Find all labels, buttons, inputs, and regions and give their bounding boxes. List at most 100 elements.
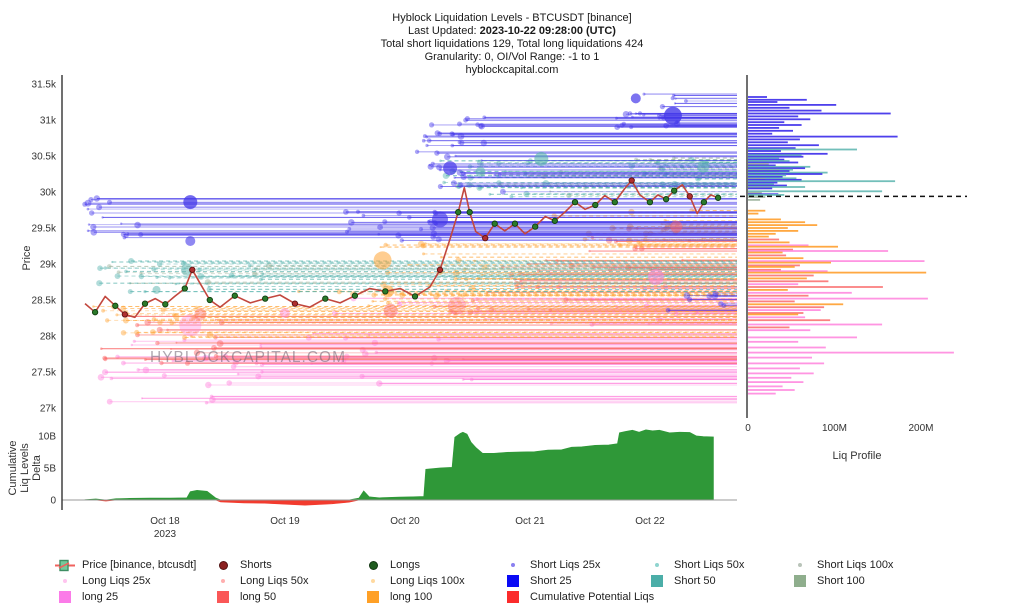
liq-bubble (179, 314, 202, 337)
square-swatch-icon (367, 591, 379, 603)
liq-profile-bar (748, 138, 800, 141)
legend-item-price-binance-btcusdt[interactable]: Price [binance, btcusdt] (55, 557, 213, 573)
liq-line-origin-dot (655, 160, 661, 166)
liq-line-origin-dot (355, 209, 361, 214)
liq-line-origin-dot (379, 246, 382, 249)
liq-line-origin-dot (155, 275, 159, 279)
liq-line-origin-dot (150, 329, 156, 335)
liq-line-origin-dot (206, 286, 212, 292)
liq-line-origin-dot (423, 242, 427, 246)
liq-line-origin-dot (456, 183, 462, 189)
short-marker (121, 311, 128, 318)
legend-item-cumulative-potential-liqs[interactable]: Cumulative Potential Liqs (503, 589, 654, 605)
liq-line-origin-dot (123, 232, 129, 238)
legend-item-short-100[interactable]: Short 100 (790, 573, 1015, 589)
chart-title: Hyblock Liquidation Levels - BTCUSDT [bi… (392, 12, 632, 24)
legend-item-long-100[interactable]: long 100 (363, 589, 503, 605)
short-marker (482, 234, 489, 242)
liq-line-origin-dot (109, 376, 114, 381)
long-marker (646, 198, 654, 206)
liq-line-origin-dot (434, 130, 441, 136)
liq-profile-bar (748, 104, 837, 106)
legend-item-long-50[interactable]: long 50 (213, 589, 363, 605)
legend-item-short-25[interactable]: Short 25 (503, 573, 647, 589)
legend-item-shorts[interactable]: Shorts (213, 557, 363, 573)
liq-bubble (443, 161, 458, 176)
long-marker (231, 292, 238, 299)
liq-line-origin-dot (488, 192, 492, 196)
liq-line-origin-dot (429, 122, 435, 128)
legend-item-short-liqs-50x[interactable]: Short Liqs 50x (647, 557, 790, 573)
tinydot-swatch-icon (371, 579, 375, 583)
liq-profile-bar (748, 367, 800, 370)
site-link: hyblockcapital.com (465, 64, 559, 76)
delta-tick-label: 10B (38, 432, 56, 443)
liq-profile-bar (748, 109, 822, 112)
liq-line-origin-dot (478, 122, 485, 130)
price-tick-label: 28.5k (32, 296, 57, 307)
liq-profile-bar (748, 264, 800, 267)
liq-line-origin-dot (347, 227, 352, 231)
legend-item-long-liqs-100x[interactable]: Long Liqs 100x (363, 573, 503, 589)
chart-canvas[interactable]: HYBLOCKCAPITAL.COM 31.5k 31k 30.5k 30k 29.5k 2… (0, 0, 1024, 548)
liq-bubble (663, 106, 682, 125)
liq-profile-bar (748, 106, 790, 109)
liq-profile-bar (748, 112, 891, 115)
liq-line-origin-dot (548, 271, 552, 275)
long-marker (700, 198, 708, 206)
liq-profile-bar (748, 270, 828, 273)
price-tick-label: 29.5k (32, 224, 57, 235)
liq-line-origin-dot (259, 343, 262, 346)
liq-line-origin-dot (93, 195, 101, 202)
liq-line-origin-dot (182, 338, 187, 342)
legend-item-long-liqs-25x[interactable]: Long Liqs 25x (55, 573, 213, 589)
liq-line-origin-dot (102, 369, 109, 376)
liq-line-origin-dot (464, 116, 470, 122)
price-tick-label: 29k (40, 260, 57, 271)
liq-line-origin-dot (92, 305, 95, 308)
liq-line-origin-dot (629, 125, 634, 130)
square-swatch-icon (507, 591, 519, 603)
liq-profile-layer (740, 96, 967, 395)
liq-line-origin-dot (430, 161, 435, 166)
long-marker (411, 293, 419, 300)
liq-line-origin-dot (130, 343, 133, 347)
liq-line-origin-dot (376, 380, 383, 387)
liq-line-origin-dot (82, 201, 88, 207)
liq-line-origin-dot (455, 257, 462, 264)
legend-item-long-liqs-50x[interactable]: Long Liqs 50x (213, 573, 363, 589)
liq-bubble (630, 93, 641, 104)
legend-item-short-liqs-100x[interactable]: Short Liqs 100x (790, 557, 1015, 573)
price-tick-label: 27k (40, 404, 57, 415)
long-marker (466, 209, 473, 216)
liq-line-origin-dot (173, 313, 180, 320)
liq-bubble (152, 285, 161, 294)
liq-profile-bar (748, 178, 802, 181)
delta-negative-area (85, 499, 714, 506)
liq-line-origin-dot (436, 164, 443, 171)
liq-line-origin-dot (260, 370, 264, 374)
legend-item-short-50[interactable]: Short 50 (647, 573, 790, 589)
liq-profile-bar (748, 144, 819, 147)
legend-item-long-25[interactable]: long 25 (55, 589, 213, 605)
liq-profile-bar (748, 319, 831, 322)
legend-item-label: Short 100 (817, 575, 865, 587)
liq-line-origin-dot (482, 115, 487, 120)
liq-line-origin-dot (450, 143, 455, 148)
legend-item-label: Short Liqs 100x (817, 559, 894, 571)
watermark-text: HYBLOCKCAPITAL.COM (150, 349, 346, 366)
granularity-info: Granularity: 0, OI/Vol Range: -1 to 1 (424, 51, 600, 63)
liq-line-origin-dot (422, 252, 425, 256)
liq-profile-bar (748, 277, 807, 280)
liq-profile-bar (748, 167, 806, 170)
short-marker (189, 266, 196, 273)
liq-line-origin-dot (115, 313, 119, 317)
profile-tick-label: 100M (822, 423, 847, 434)
long-marker (671, 187, 678, 194)
liq-profile-bar (748, 346, 826, 349)
legend-item-label: Short Liqs 50x (674, 559, 745, 571)
legend-item-short-liqs-25x[interactable]: Short Liqs 25x (503, 557, 647, 573)
liq-line-origin-dot (120, 231, 126, 237)
legend-item-longs[interactable]: Longs (363, 557, 503, 573)
liq-line-origin-dot (226, 380, 232, 386)
